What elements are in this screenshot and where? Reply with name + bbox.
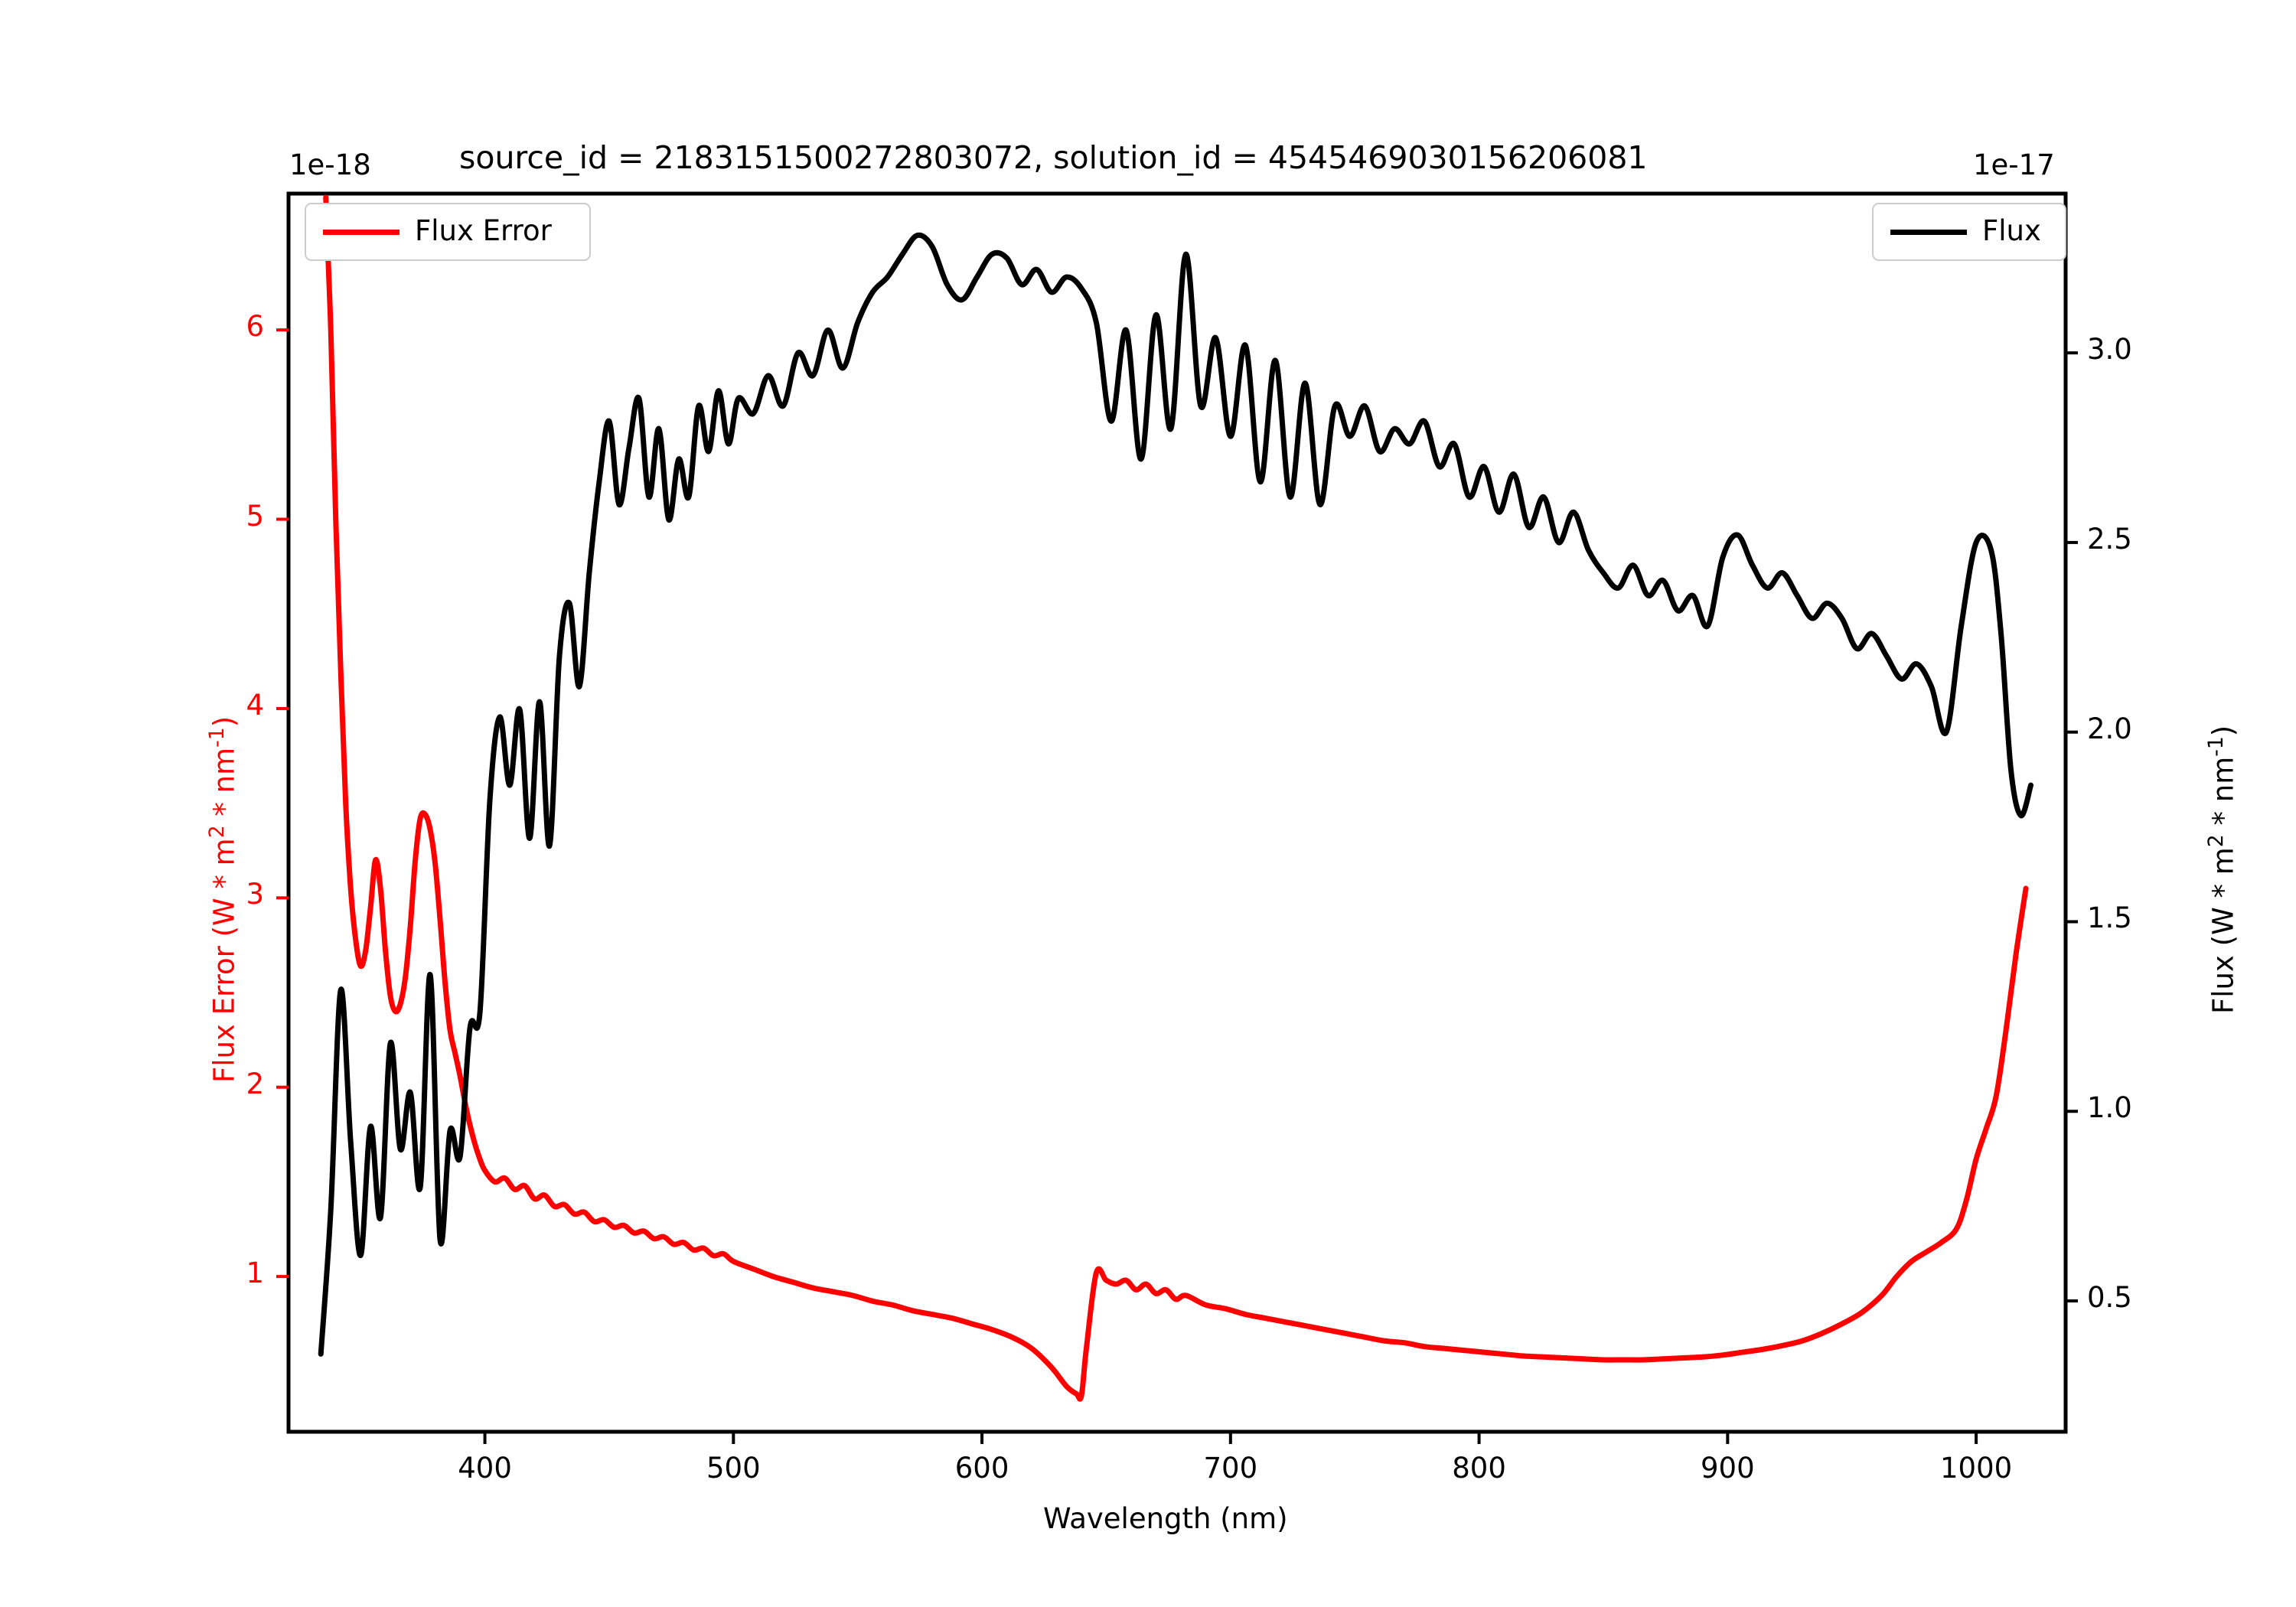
curve-flux: [318, 232, 2034, 1357]
y-axis-right-label: Flux (W * m2 * nm-1): [2204, 725, 2240, 1014]
y-left-tick-label: 2: [246, 1067, 264, 1100]
y-left-tick-label: 4: [246, 688, 264, 722]
legend-label-flux-error: Flux Error: [415, 214, 552, 247]
y-right-tick-label: 2.5: [2087, 522, 2132, 556]
x-axis-label: Wavelength (nm): [1043, 1502, 1288, 1535]
y-right-tick-label: 3.0: [2087, 333, 2132, 367]
y-right-tick-label: 1.0: [2087, 1091, 2132, 1125]
y-left-tick-label: 6: [246, 310, 264, 344]
data-curves: [318, 194, 2034, 1402]
axis-ticks: [276, 328, 2078, 1444]
x-tick-label: 800: [1452, 1452, 1506, 1485]
legend-line-flux: [1890, 230, 1967, 235]
legend-flux-error[interactable]: Flux Error: [305, 203, 591, 261]
chart-title: source_id = 2183151500272803072, solutio…: [459, 139, 1648, 176]
legend-label-flux: Flux: [1982, 214, 2041, 247]
y-left-tick-label: 3: [246, 878, 264, 911]
x-tick-label: 500: [706, 1452, 761, 1485]
y-left-tick-label: 1: [246, 1257, 264, 1290]
x-tick-label: 900: [1701, 1452, 1755, 1485]
y-right-tick-label: 2.0: [2087, 712, 2132, 745]
y-right-tick-label: 1.5: [2087, 901, 2132, 935]
legend-flux[interactable]: Flux: [1872, 203, 2066, 261]
y-left-tick-label: 5: [246, 499, 264, 533]
legend-line-flux-error: [323, 230, 400, 235]
x-tick-label: 600: [954, 1452, 1009, 1485]
y-right-tick-label: 0.5: [2087, 1281, 2132, 1315]
x-tick-label: 1000: [1939, 1452, 2013, 1485]
right-axis-offset-text: 1e-17: [1973, 148, 2055, 181]
x-tick-label: 700: [1203, 1452, 1258, 1485]
left-axis-offset-text: 1e-18: [289, 148, 371, 181]
x-tick-label: 400: [458, 1452, 512, 1485]
curve-flux-error: [323, 194, 2029, 1402]
